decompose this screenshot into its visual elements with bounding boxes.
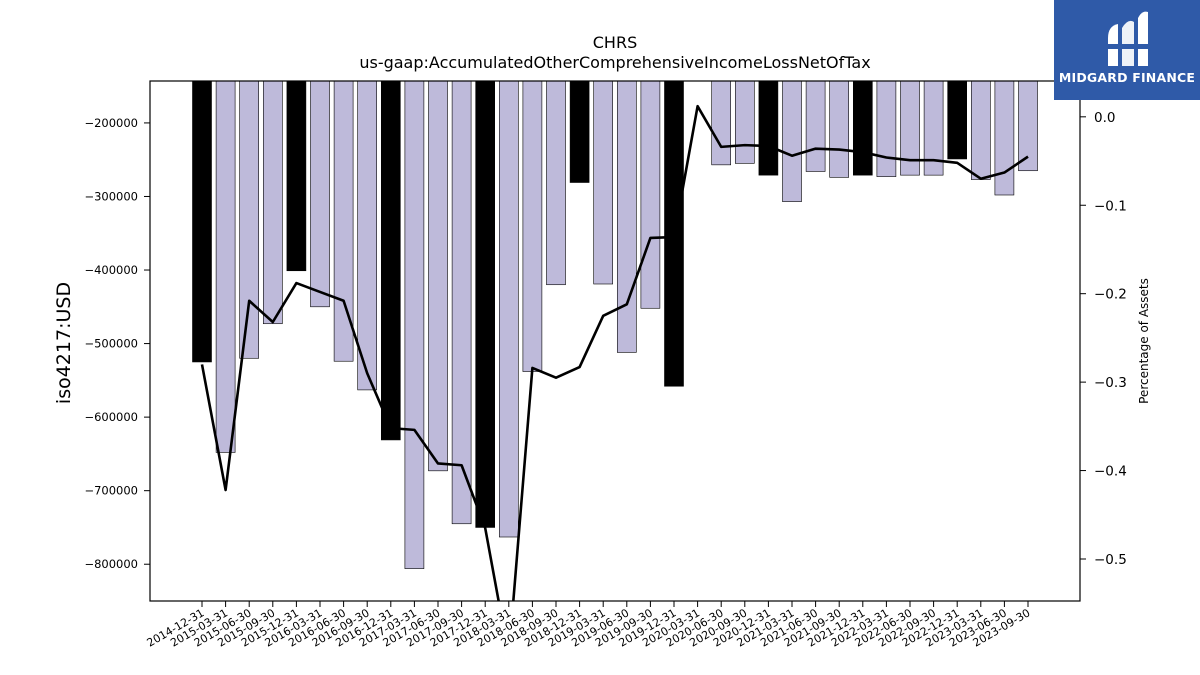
- bar: [357, 81, 378, 391]
- bar: [994, 81, 1015, 196]
- y-tick-label: −600000: [84, 410, 138, 424]
- bar: [876, 81, 897, 177]
- logo-badge: MIDGARD FINANCE: [1054, 0, 1200, 100]
- y-tick-label: −800000: [84, 557, 138, 571]
- y-tick-label: −200000: [84, 116, 138, 130]
- bar: [192, 81, 212, 363]
- plot-frame: [149, 80, 1081, 602]
- line-path: [200, 104, 1029, 601]
- y2-tick-label: 0.0: [1094, 110, 1115, 126]
- bar: [380, 81, 401, 441]
- bar: [852, 81, 873, 176]
- bar: [758, 81, 779, 176]
- bar: [286, 81, 307, 272]
- bar: [498, 81, 519, 538]
- bar: [782, 81, 802, 202]
- bar: [333, 81, 354, 362]
- bar: [947, 81, 968, 160]
- bar: [475, 81, 496, 528]
- chart-subtitle: us-gaap:AccumulatedOtherComprehensiveInc…: [359, 53, 870, 72]
- y-tick-label: −300000: [84, 189, 138, 203]
- y2-axis-label: Percentage of Assets: [1137, 278, 1151, 404]
- bar: [215, 81, 236, 453]
- y2-tick-label: −0.2: [1094, 287, 1127, 303]
- bar: [310, 81, 330, 308]
- bar: [262, 81, 283, 325]
- bar: [522, 81, 543, 372]
- bar: [404, 81, 425, 569]
- y-axis-label: iso4217:USD: [53, 282, 75, 404]
- bar: [923, 81, 944, 176]
- bar: [593, 81, 614, 285]
- bar: [546, 81, 566, 286]
- bar: [239, 81, 259, 359]
- midgard-finance-logo-icon: [1108, 11, 1148, 67]
- logo-text: MIDGARD FINANCE: [1058, 70, 1196, 85]
- y2-tick-label: −0.1: [1094, 198, 1127, 214]
- bar: [970, 81, 991, 180]
- y-axis: −800000 −700000 −600000 −500000 −400000 −3000…: [84, 116, 150, 571]
- bar: [711, 81, 732, 166]
- bar: [829, 81, 850, 178]
- bar: [734, 81, 755, 164]
- y-tick-label: −400000: [84, 263, 138, 277]
- bar: [1018, 81, 1038, 172]
- y2-tick-label: −0.5: [1094, 552, 1127, 568]
- bar: [805, 81, 826, 172]
- y2-axis: −0.5 −0.4 −0.3 −0.2 −0.1 0.0: [1080, 110, 1127, 568]
- line-series: [200, 104, 1029, 601]
- chart-title: CHRS: [593, 33, 637, 52]
- y-tick-label: −700000: [84, 484, 138, 498]
- bar: [428, 81, 448, 472]
- bar: [569, 81, 590, 183]
- bar: [640, 81, 661, 309]
- x-axis: 2014-12-312015-03-312015-06-302015-09-30…: [145, 601, 1033, 650]
- y2-tick-label: −0.3: [1094, 375, 1127, 391]
- bar-series: [192, 81, 1038, 569]
- y-tick-label: −500000: [84, 337, 138, 351]
- bar: [900, 81, 920, 176]
- bar: [451, 81, 472, 525]
- bar: [616, 81, 637, 353]
- y2-tick-label: −0.4: [1094, 464, 1127, 480]
